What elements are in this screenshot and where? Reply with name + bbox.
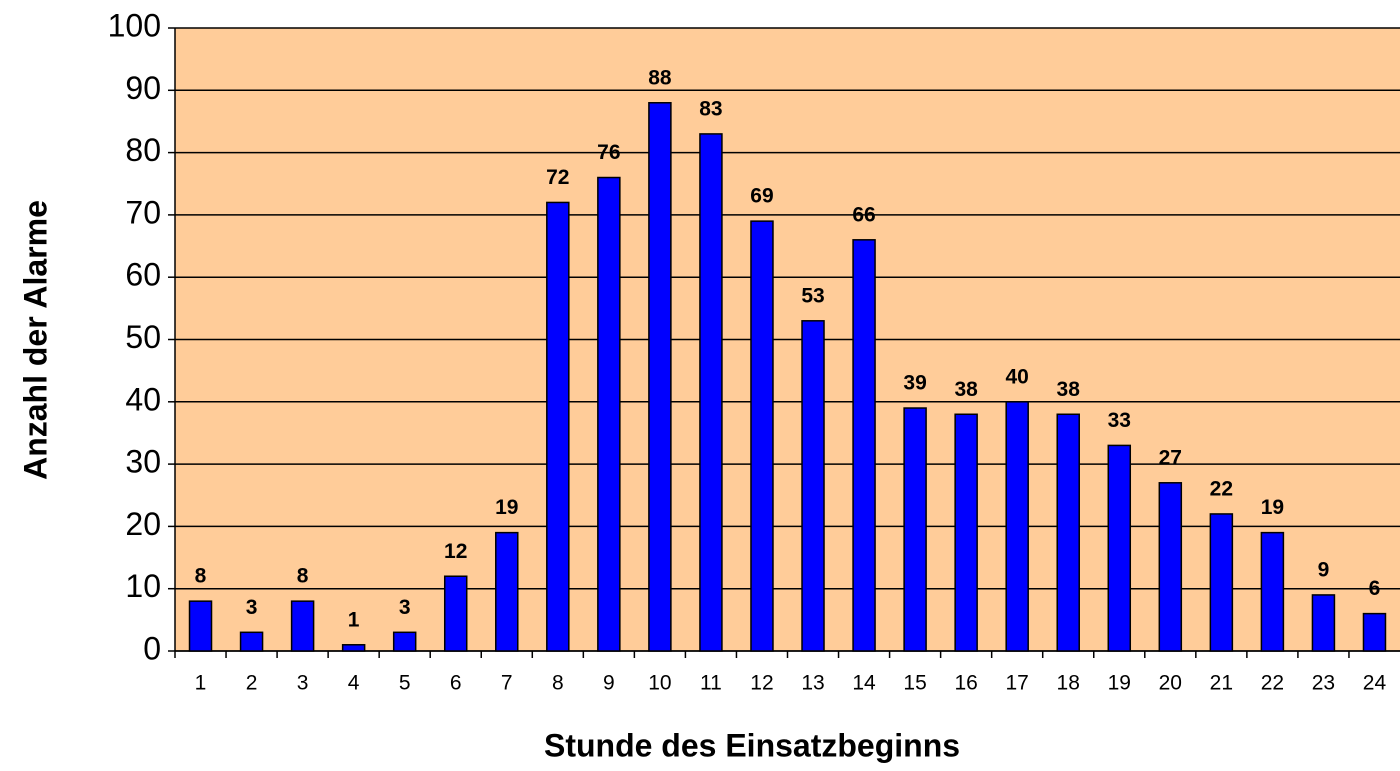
x-tick-label: 14: [852, 672, 876, 695]
y-tick-label: 10: [125, 568, 161, 604]
data-label: 83: [699, 97, 722, 120]
bar: [1158, 482, 1183, 652]
bar: [341, 644, 366, 652]
bar: [1005, 401, 1029, 652]
data-label: 3: [246, 596, 258, 619]
x-tick-label: 11: [700, 672, 722, 695]
bar: [1056, 413, 1080, 652]
bar: [954, 413, 978, 652]
x-tick-label: 20: [1159, 672, 1182, 695]
y-tick-label: 0: [143, 630, 161, 666]
x-tick-label: 10: [648, 672, 671, 695]
bar: [1260, 531, 1285, 652]
x-tick-label: 21: [1210, 672, 1233, 695]
bar: [546, 201, 570, 652]
x-tick-label: 18: [1057, 672, 1080, 695]
data-label: 72: [546, 166, 569, 189]
bar: [648, 102, 672, 652]
x-tick-label: 24: [1363, 672, 1387, 695]
data-label: 69: [750, 185, 773, 208]
data-label: 19: [495, 496, 518, 519]
bar: [443, 575, 468, 652]
y-tick-label: 100: [108, 7, 161, 43]
bar: [239, 631, 264, 652]
data-label: 3: [399, 596, 411, 619]
bar: [188, 600, 213, 652]
data-label: 6: [1369, 577, 1381, 600]
bar: [801, 320, 825, 652]
x-tick-label: 16: [954, 672, 977, 695]
data-label: 19: [1261, 496, 1284, 519]
x-tick-label: 4: [348, 672, 360, 695]
y-tick-label: 40: [125, 381, 161, 417]
data-label: 33: [1108, 409, 1131, 432]
bar: [699, 133, 723, 652]
x-tick-label: 19: [1108, 672, 1131, 695]
x-tick-label: 15: [903, 672, 926, 695]
x-axis-title: Stunde des Einsatzbeginns: [544, 727, 960, 763]
y-tick-label: 80: [125, 132, 161, 168]
x-tick-label: 1: [195, 672, 207, 695]
bar: [1209, 513, 1234, 652]
x-tick-label: 7: [501, 672, 513, 695]
bar: [750, 220, 774, 652]
x-tick-label: 5: [399, 672, 411, 695]
data-label: 38: [1057, 378, 1081, 401]
y-tick-label: 60: [125, 257, 161, 293]
bar: [852, 239, 876, 652]
data-label: 22: [1210, 477, 1233, 500]
x-tick-label: 3: [297, 672, 309, 695]
bar: [290, 600, 315, 652]
data-label: 9: [1318, 558, 1330, 581]
y-tick-label: 30: [125, 444, 161, 480]
data-label: 38: [954, 378, 978, 401]
y-tick-label: 90: [125, 70, 161, 106]
data-label: 66: [852, 203, 875, 226]
x-tick-label: 8: [552, 672, 564, 695]
x-tick-label: 6: [450, 672, 462, 695]
x-tick-label: 13: [801, 672, 824, 695]
x-tick-label: 23: [1312, 672, 1335, 695]
data-label: 1: [348, 608, 360, 631]
x-tick-label: 22: [1261, 672, 1284, 695]
data-label: 76: [597, 141, 620, 164]
data-label: 40: [1006, 365, 1029, 388]
data-label: 53: [801, 284, 824, 307]
bar: [903, 407, 927, 652]
data-label: 88: [648, 66, 672, 89]
data-label: 8: [195, 565, 207, 588]
bar: [392, 631, 417, 652]
data-label: 12: [444, 540, 467, 563]
bar: [597, 176, 621, 652]
data-label: 27: [1159, 446, 1182, 469]
y-tick-label: 20: [125, 506, 161, 542]
bar: [1362, 612, 1387, 652]
y-tick-label: 50: [125, 319, 161, 355]
bar: [495, 531, 519, 652]
bar: [1107, 444, 1132, 652]
x-tick-label: 12: [750, 672, 773, 695]
data-label: 39: [903, 372, 926, 395]
y-tick-label: 70: [125, 194, 161, 230]
x-tick-label: 17: [1006, 672, 1029, 695]
x-tick-label: 2: [246, 672, 258, 695]
data-label: 8: [297, 565, 309, 588]
y-axis-title: Anzahl der Alarme: [17, 200, 53, 480]
bar: [1311, 594, 1336, 652]
x-tick-label: 9: [603, 672, 615, 695]
